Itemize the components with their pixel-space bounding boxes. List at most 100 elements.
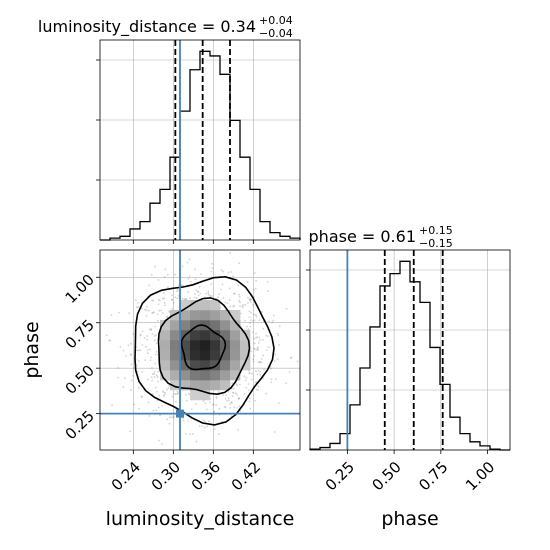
joint-sample-point: [290, 356, 293, 359]
joint-sample-point: [267, 290, 269, 293]
joint-sample-point: [232, 275, 234, 278]
joint-sample-point: [223, 405, 226, 408]
joint-density-cell: [200, 340, 211, 351]
joint-sample-point: [236, 393, 239, 396]
joint-sample-point: [278, 325, 281, 328]
joint-sample-point: [213, 428, 216, 430]
joint-sample-point: [162, 390, 164, 393]
joint-density-cell: [180, 360, 191, 371]
joint-sample-point: [253, 337, 255, 340]
joint-sample-point: [227, 397, 230, 400]
joint-density-cell: [170, 310, 181, 321]
joint-density-cell: [180, 370, 191, 381]
joint-density-cell: [200, 360, 211, 371]
joint-sample-point: [255, 370, 257, 372]
joint-sample-point: [239, 301, 241, 304]
joint-sample-point: [285, 307, 288, 310]
joint-sample-point: [181, 284, 183, 287]
joint-sample-point: [238, 397, 240, 400]
joint-sample-point: [184, 298, 187, 301]
luminosity-distance-tick-label: 0.42: [228, 458, 264, 494]
joint-sample-point: [238, 295, 241, 298]
joint-sample-point: [151, 373, 154, 375]
joint-sample-point: [255, 279, 257, 282]
joint-sample-point: [141, 344, 144, 346]
joint-sample-point: [185, 298, 188, 301]
joint-sample-point: [195, 440, 198, 443]
joint-sample-point: [145, 305, 148, 308]
joint-sample-point: [253, 313, 256, 316]
joint-sample-point: [210, 270, 213, 273]
joint-sample-point: [164, 392, 167, 394]
joint-density-cell: [220, 360, 231, 371]
joint-sample-point: [123, 377, 126, 380]
phase-x-tick-label: 1.00: [462, 458, 498, 494]
joint-sample-point: [253, 354, 255, 357]
joint-sample-point: [249, 311, 252, 314]
joint-sample-point: [257, 341, 260, 344]
joint-sample-point: [229, 305, 232, 308]
joint-sample-point: [187, 420, 189, 422]
luminosity-distance-marginal-grid: [100, 40, 300, 240]
joint-sample-point: [211, 295, 213, 297]
joint-density-cell: [170, 370, 181, 381]
joint-sample-point: [139, 333, 142, 336]
joint-sample-point: [164, 268, 167, 271]
joint-sample-point: [198, 285, 201, 288]
joint-sample-point: [205, 408, 208, 411]
joint-sample-point: [168, 416, 171, 419]
joint-density-cell: [230, 360, 241, 371]
joint-sample-point: [255, 389, 258, 391]
joint-sample-point: [247, 328, 250, 331]
joint-sample-point: [144, 308, 146, 311]
joint-sample-point: [201, 425, 204, 428]
joint-sample-point: [255, 314, 257, 316]
joint-sample-point: [156, 319, 159, 322]
joint-sample-point: [167, 286, 169, 288]
joint-sample-point: [233, 292, 236, 295]
joint-sample-point: [154, 325, 157, 328]
joint-density-cell: [170, 360, 181, 371]
joint-sample-point: [248, 400, 251, 403]
joint-sample-point: [127, 344, 130, 347]
joint-sample-point: [154, 353, 157, 356]
joint-sample-point: [117, 311, 120, 314]
joint-sample-point: [228, 299, 231, 301]
luminosity-distance-quantile-lines: [174, 40, 231, 240]
joint-sample-point: [195, 402, 197, 405]
joint-sample-point: [174, 393, 177, 395]
joint-sample-point: [122, 349, 125, 352]
joint-sample-point: [176, 297, 179, 300]
joint-sample-point: [274, 353, 277, 356]
phase-y-tick-label: 0.50: [62, 361, 98, 397]
joint-sample-point: [185, 399, 188, 402]
phase-marginal-frame: [309, 249, 511, 451]
joint-sample-point: [249, 407, 252, 410]
joint-sample-point: [251, 372, 253, 375]
joint-sample-point: [224, 301, 227, 304]
joint-sample-point: [230, 401, 233, 404]
joint-sample-point: [151, 379, 154, 382]
joint-sample-point: [187, 392, 190, 395]
joint-sample-point: [150, 376, 153, 379]
joint-sample-point: [194, 268, 197, 271]
phase-marginal-ticks: [306, 269, 488, 454]
joint-sample-point: [248, 299, 251, 302]
joint-sample-point: [117, 376, 119, 379]
joint-sample-point: [296, 360, 299, 363]
joint-density-cell: [200, 300, 211, 311]
joint-density-cell: [220, 320, 231, 331]
joint-sample-point: [144, 359, 147, 362]
joint-sample-point: [248, 316, 251, 319]
joint-sample-point: [254, 348, 256, 351]
joint-sample-point: [195, 297, 198, 300]
joint-density-cell: [160, 340, 171, 351]
joint-sample-point: [153, 339, 156, 342]
joint-sample-point: [153, 376, 156, 378]
joint-sample-point: [249, 300, 252, 303]
joint-sample-point: [238, 299, 241, 302]
joint-sample-point: [155, 351, 158, 353]
joint-sample-point: [158, 394, 161, 397]
joint-density-cell: [190, 320, 201, 331]
joint-sample-point: [248, 298, 251, 301]
